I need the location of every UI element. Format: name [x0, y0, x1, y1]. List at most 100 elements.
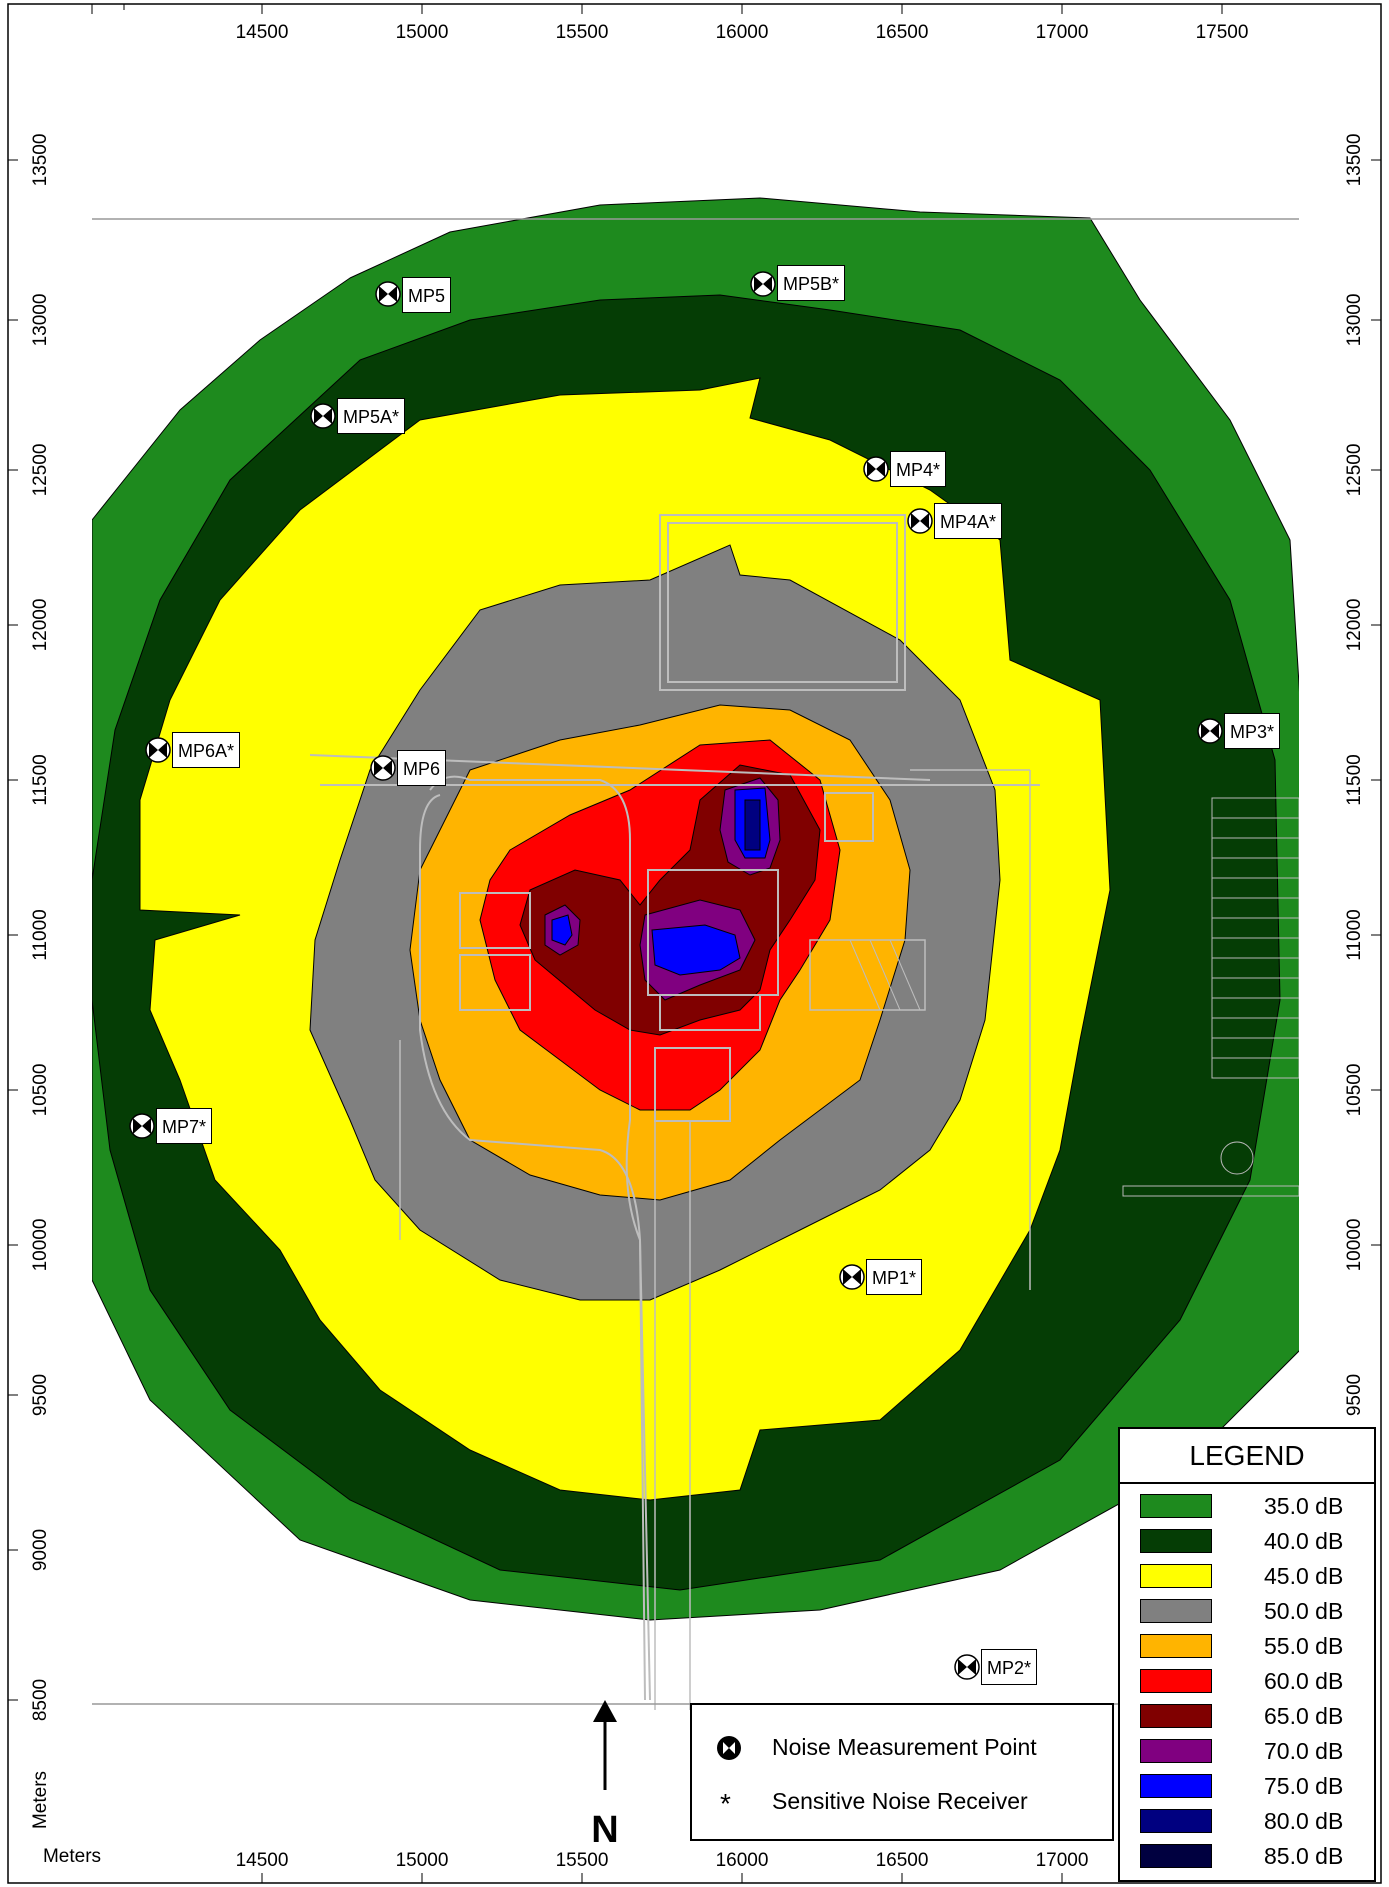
x-tick-bottom: 15500 [556, 1850, 609, 1871]
mp-label: MP3* [1224, 713, 1281, 749]
y-unit-label: Meters [30, 1771, 51, 1829]
contour-layers [92, 197, 1299, 1710]
legend-label: 85.0 dB [1264, 1843, 1344, 1869]
legend-label: 35.0 dB [1264, 1493, 1344, 1519]
y-tick-right: 10000 [1344, 1219, 1365, 1272]
mp-label: MP1* [866, 1259, 923, 1295]
axis-ticks [8, 4, 1381, 1883]
y-tick-right: 9500 [1344, 1374, 1365, 1416]
legend-label: 45.0 dB [1264, 1563, 1344, 1589]
legend-item: 45.0 dB [1140, 1561, 1370, 1591]
legend-swatch [1140, 1599, 1212, 1623]
x-tick-top: 15500 [556, 22, 609, 43]
x-tick-top: 14500 [236, 22, 289, 43]
x-axis-bottom: 14500 15000 15500 16000 16500 17000 Mete… [43, 1846, 1088, 1871]
mp-label: MP6 [397, 750, 447, 786]
y-tick-left: 12000 [30, 599, 51, 652]
x-tick-bottom: 14500 [236, 1850, 289, 1871]
measurement-point-icon [310, 403, 336, 429]
y-tick-left: 8500 [30, 1679, 51, 1721]
x-tick-bottom: 16500 [876, 1850, 929, 1871]
legend-item: 80.0 dB [1140, 1806, 1370, 1836]
key-row-receiver: * Sensitive Noise Receiver [692, 1781, 1112, 1821]
legend-item: 40.0 dB [1140, 1526, 1370, 1556]
legend-swatch [1140, 1564, 1212, 1588]
y-axis-left: 8500 9000 9500 10000 10500 11000 11500 1… [30, 134, 51, 1829]
key-row-measurement: Noise Measurement Point [692, 1727, 1112, 1767]
legend-label: 60.0 dB [1264, 1668, 1344, 1694]
north-label: N [591, 1809, 618, 1851]
legend-item: 75.0 dB [1140, 1771, 1370, 1801]
measurement-point-icon [839, 1264, 865, 1290]
y-tick-right: 13500 [1344, 134, 1365, 187]
mp-label: MP4* [890, 451, 947, 487]
legend-item: 35.0 dB [1140, 1491, 1370, 1521]
mp-label: MP6A* [172, 732, 241, 768]
mp-label: MP4A* [934, 503, 1003, 539]
y-tick-left: 9500 [30, 1374, 51, 1416]
legend-swatch [1140, 1494, 1212, 1518]
measurement-point-icon [863, 456, 889, 482]
y-axis-right: 9500 10000 10500 11000 11500 12000 12500… [1344, 134, 1365, 1417]
y-tick-left: 12500 [30, 444, 51, 497]
measurement-point-icon [375, 281, 401, 307]
x-tick-bottom: 15000 [396, 1850, 449, 1871]
legend-label: 80.0 dB [1264, 1808, 1344, 1834]
legend-swatch [1140, 1529, 1212, 1553]
measurement-point-icon [370, 755, 396, 781]
legend-label: 70.0 dB [1264, 1738, 1344, 1764]
y-tick-left: 10000 [30, 1219, 51, 1272]
x-tick-bottom: 17000 [1036, 1850, 1089, 1871]
legend-item: 60.0 dB [1140, 1666, 1370, 1696]
y-tick-left: 13000 [30, 294, 51, 347]
legend: LEGEND 35.0 dB 40.0 dB 45.0 dB 50.0 dB 5… [1118, 1427, 1376, 1882]
measurement-point-icon [717, 1736, 741, 1760]
y-tick-left: 11000 [30, 909, 51, 960]
y-tick-right: 13000 [1344, 294, 1365, 347]
y-tick-right: 10500 [1344, 1064, 1365, 1117]
x-tick-top: 17000 [1036, 22, 1089, 43]
y-tick-left: 9000 [30, 1529, 51, 1571]
x-unit-label: Meters [43, 1846, 101, 1867]
legend-label: 55.0 dB [1264, 1633, 1344, 1659]
mp-label: MP5B* [777, 265, 846, 301]
legend-swatch [1140, 1704, 1212, 1728]
x-tick-top: 17500 [1196, 22, 1249, 43]
contour-75db-center [651, 924, 741, 976]
y-tick-left: 10500 [30, 1064, 51, 1117]
legend-swatch [1140, 1669, 1212, 1693]
measurement-point-icon [129, 1113, 155, 1139]
legend-swatch [1140, 1844, 1212, 1868]
y-tick-left: 13500 [30, 134, 51, 187]
east-grid-feature [1122, 797, 1299, 1197]
legend-item: 85.0 dB [1140, 1841, 1370, 1871]
symbol-key: Noise Measurement Point * Sensitive Nois… [690, 1703, 1114, 1841]
x-tick-top: 15000 [396, 22, 449, 43]
key-measurement-label: Noise Measurement Point [772, 1734, 1037, 1760]
mp-label: MP7* [156, 1108, 213, 1144]
legend-label: 65.0 dB [1264, 1703, 1344, 1729]
x-axis-top: 14500 15000 15500 16000 16500 17000 1750… [236, 22, 1249, 43]
legend-label: 75.0 dB [1264, 1773, 1344, 1799]
legend-item: 55.0 dB [1140, 1631, 1370, 1661]
key-receiver-label: Sensitive Noise Receiver [772, 1788, 1028, 1814]
measurement-point-icon [750, 271, 776, 297]
mp-label: MP5A* [337, 398, 406, 434]
measurement-point-icon [907, 508, 933, 534]
legend-title: LEGEND [1120, 1429, 1374, 1484]
legend-label: 40.0 dB [1264, 1528, 1344, 1554]
legend-swatch [1140, 1809, 1212, 1833]
x-tick-top: 16500 [876, 22, 929, 43]
y-tick-right: 11000 [1344, 909, 1365, 960]
mp-label: MP2* [981, 1649, 1038, 1685]
x-tick-top: 16000 [716, 22, 769, 43]
legend-swatch [1140, 1634, 1212, 1658]
legend-item: 65.0 dB [1140, 1701, 1370, 1731]
measurement-point-icon [145, 737, 171, 763]
y-tick-right: 12000 [1344, 599, 1365, 652]
x-tick-bottom: 16000 [716, 1850, 769, 1871]
contour-80db [744, 799, 761, 851]
y-tick-right: 12500 [1344, 444, 1365, 497]
legend-swatch [1140, 1774, 1212, 1798]
